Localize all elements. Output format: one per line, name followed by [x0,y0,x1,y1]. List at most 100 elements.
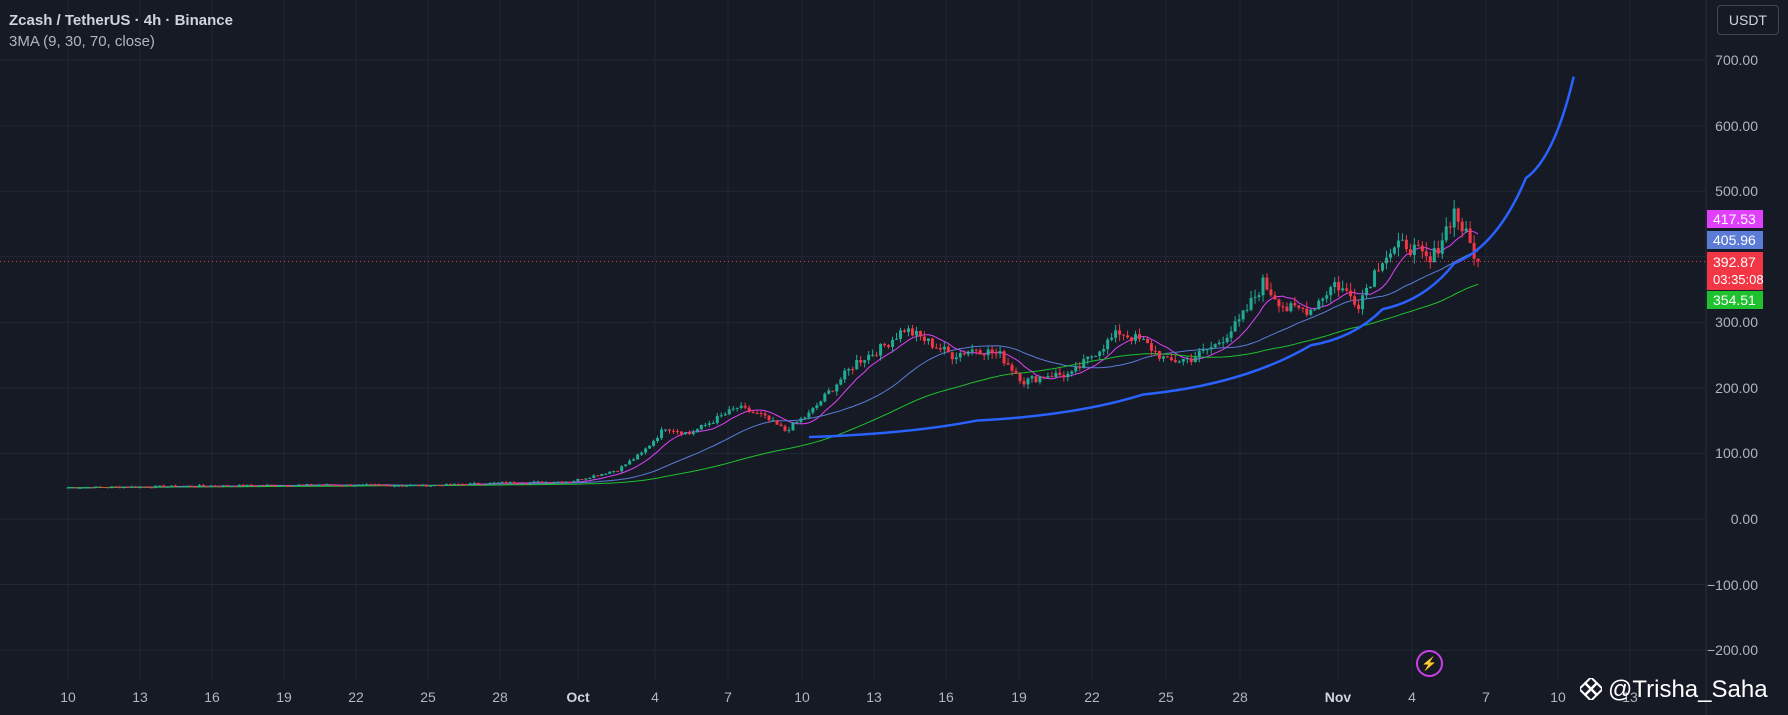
candle-body [887,345,891,347]
candle-body [460,484,464,486]
candle-body [831,390,835,392]
candle-body [70,487,74,489]
candle-body [548,482,552,484]
candle-body [1118,330,1122,335]
candle-body [1353,296,1357,305]
time-tick-label: 4 [1408,689,1416,705]
candle-body [221,485,225,487]
candle-body [205,486,209,488]
candle-body [839,379,843,385]
ma-slow-line [67,283,1479,489]
candle-body [520,483,524,485]
candle-body [516,483,520,485]
candle-body [775,420,779,425]
candle-body [1022,380,1026,385]
candle-body [329,484,333,486]
candle-body [1452,208,1456,228]
candle-body [1436,248,1440,254]
candle-body [241,484,245,487]
candle-body [584,478,588,480]
candle-body [508,482,512,484]
candle-body [1384,257,1388,264]
candle-body [321,484,325,486]
candle-body [448,483,452,485]
candle-body [747,407,751,413]
candle-body [600,474,604,476]
candle-body [1002,351,1006,364]
candle-body [118,486,122,488]
candle-body [122,486,126,488]
candle-body [1086,356,1090,360]
watermark-text: @Trisha_Saha [1608,676,1768,703]
symbol-title[interactable]: Zcash / TetherUS · 4h · Binance [9,12,233,29]
candle-body [1157,350,1161,359]
candle-body [1042,376,1046,378]
candle-body [1177,361,1181,363]
candle-body [779,424,783,427]
candle-body [608,471,612,474]
candle-body [261,485,265,487]
candle-body [333,485,337,487]
candle-body [1424,251,1428,257]
time-tick-label: 25 [420,689,436,705]
candle-body [1381,263,1384,271]
candle-body [1205,349,1209,351]
candle-body [1130,337,1134,341]
candle-body [1420,245,1424,252]
candle-body [815,405,819,408]
candle-body [285,485,289,487]
study-legend[interactable]: 3MA (9, 30, 70, close) [9,33,155,50]
candle-body [66,487,70,489]
candle-body [1432,248,1436,263]
lightning-icon[interactable]: ⚡ [1416,650,1443,677]
candle-body [875,354,879,356]
candle-body [1269,289,1273,296]
candle-body [950,352,954,360]
candle-body [671,430,675,432]
candle-body [644,448,648,453]
candle-body [855,360,859,370]
candle-body [217,486,221,488]
candle-body [1034,376,1038,383]
candle-body [707,423,711,425]
candle-body [982,354,986,356]
candle-body [440,485,444,487]
candle-body [213,485,217,487]
candle-body [134,486,138,488]
candle-body [675,431,679,433]
candle-body [767,415,771,421]
candle-body [409,485,413,487]
candle-body [512,482,516,484]
candle-body [568,482,572,484]
candle-body [110,486,114,488]
candle-body [787,430,791,432]
candle-body [863,360,867,363]
parabolic-curve [808,76,1575,439]
candle-body [496,482,500,484]
candle-body [154,485,158,488]
time-tick-label: 22 [348,689,364,705]
candle-body [1369,286,1373,288]
candle-body [1126,335,1130,338]
candle-body [1476,258,1480,262]
candle-body [807,412,811,418]
candle-body [229,486,233,488]
price-tick-label: 200.00 [1715,379,1758,396]
candle-body [1277,299,1281,307]
candle-body [1110,337,1114,340]
candle-body [994,353,998,355]
candle-body [249,484,253,486]
candle-body [1074,366,1078,372]
currency-button[interactable]: USDT [1716,5,1779,35]
candle-body [679,431,683,435]
candle-body [353,485,357,487]
candle-body [883,343,887,346]
candle-body [1122,334,1126,336]
candle-body [683,432,687,435]
last-price-tag: 392.87 03:35:08 [1707,252,1764,290]
candle-body [998,351,1002,354]
candle-body [1261,277,1265,296]
candle-body [791,422,795,431]
candle-body [612,471,616,473]
